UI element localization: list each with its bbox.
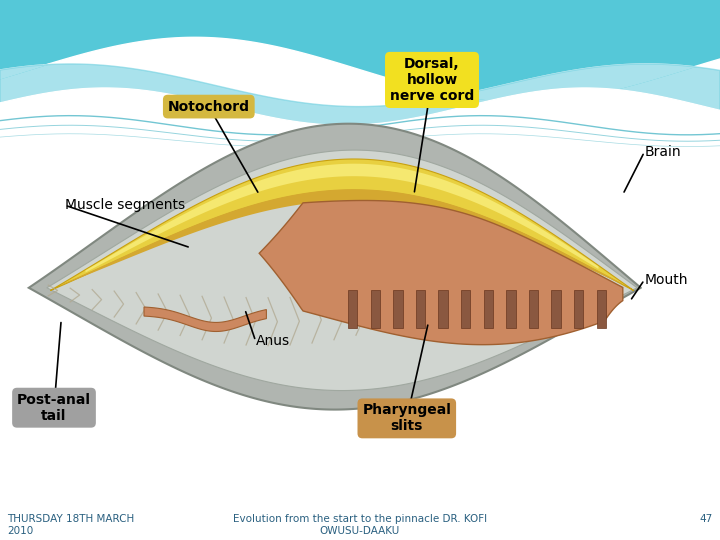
Polygon shape bbox=[29, 124, 641, 409]
Polygon shape bbox=[393, 291, 402, 328]
Polygon shape bbox=[552, 291, 561, 328]
Polygon shape bbox=[438, 291, 448, 328]
Text: Dorsal,
hollow
nerve cord: Dorsal, hollow nerve cord bbox=[390, 57, 474, 103]
Polygon shape bbox=[259, 200, 623, 345]
Text: Anus: Anus bbox=[256, 334, 289, 348]
Text: Pharyngeal
slits: Pharyngeal slits bbox=[362, 403, 451, 434]
Text: THURSDAY 18TH MARCH
2010: THURSDAY 18TH MARCH 2010 bbox=[7, 514, 135, 536]
Text: Evolution from the start to the pinnacle DR. KOFI
OWUSU-DAAKU: Evolution from the start to the pinnacle… bbox=[233, 514, 487, 536]
Text: Post-anal
tail: Post-anal tail bbox=[17, 393, 91, 423]
Text: Brain: Brain bbox=[644, 145, 681, 159]
Polygon shape bbox=[144, 307, 266, 332]
Polygon shape bbox=[484, 291, 493, 328]
Polygon shape bbox=[461, 291, 470, 328]
Polygon shape bbox=[371, 291, 380, 328]
Text: Notochord: Notochord bbox=[168, 99, 250, 113]
Polygon shape bbox=[416, 291, 426, 328]
Polygon shape bbox=[86, 164, 598, 273]
Text: Mouth: Mouth bbox=[644, 273, 688, 287]
Text: 47: 47 bbox=[700, 514, 713, 524]
Text: Muscle segments: Muscle segments bbox=[65, 198, 185, 212]
Polygon shape bbox=[596, 291, 606, 328]
Polygon shape bbox=[574, 291, 583, 328]
Polygon shape bbox=[348, 291, 358, 328]
Polygon shape bbox=[62, 189, 622, 285]
Polygon shape bbox=[50, 159, 634, 291]
Polygon shape bbox=[528, 291, 538, 328]
Polygon shape bbox=[47, 150, 637, 390]
Polygon shape bbox=[506, 291, 516, 328]
